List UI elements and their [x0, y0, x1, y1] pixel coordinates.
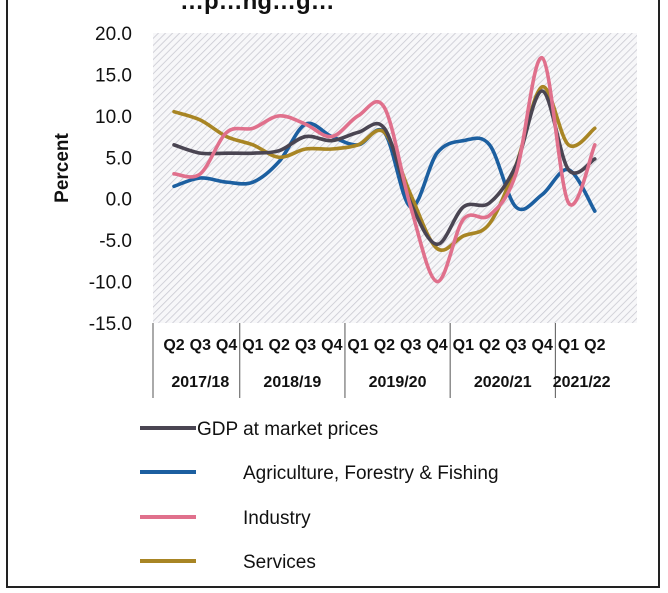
legend-label: Agriculture, Forestry & Fishing — [243, 463, 499, 484]
x-quarter-label: Q2 — [269, 337, 290, 354]
x-quarter-label: Q4 — [532, 337, 553, 354]
x-quarter-label: Q3 — [400, 337, 421, 354]
chart-frame — [6, 0, 660, 588]
y-tick-label: 20.0 — [95, 24, 132, 45]
x-quarter-label: Q4 — [426, 337, 447, 354]
y-tick-label: 10.0 — [95, 107, 132, 128]
x-quarter-label: Q1 — [242, 337, 263, 354]
x-quarter-label: Q4 — [216, 337, 237, 354]
x-quarter-label: Q3 — [295, 337, 316, 354]
y-tick-label: 5.0 — [106, 148, 132, 169]
y-tick-label: 15.0 — [95, 65, 132, 86]
y-axis-label: Percent — [52, 132, 73, 202]
x-year-label: 2020/21 — [474, 374, 532, 391]
x-quarter-label: Q2 — [374, 337, 395, 354]
y-tick-label: -10.0 — [89, 273, 132, 294]
x-quarter-label: Q4 — [321, 337, 342, 354]
x-year-label: 2018/19 — [263, 374, 321, 391]
x-quarter-label: Q1 — [347, 337, 368, 354]
x-year-label: 2017/18 — [171, 374, 229, 391]
x-quarter-label: Q3 — [190, 337, 211, 354]
x-quarter-label: Q1 — [453, 337, 474, 354]
x-year-label: 2019/20 — [369, 374, 427, 391]
x-quarter-label: Q2 — [163, 337, 184, 354]
series-line — [172, 56, 597, 284]
x-quarter-label: Q2 — [479, 337, 500, 354]
series-line — [172, 89, 597, 247]
chart-title: …p…ng…g… — [180, 0, 335, 15]
x-quarter-label: Q3 — [505, 337, 526, 354]
x-year-label: 2021/22 — [553, 374, 611, 391]
y-tick-label: 0.0 — [106, 190, 132, 211]
y-tick-label: -5.0 — [99, 231, 132, 252]
legend-label: Services — [243, 552, 316, 573]
legend-label: GDP at market prices — [197, 419, 378, 440]
x-quarter-label: Q2 — [584, 337, 605, 354]
x-quarter-label: Q1 — [558, 337, 579, 354]
y-tick-label: -15.0 — [89, 314, 132, 335]
legend-label: Industry — [243, 508, 311, 529]
